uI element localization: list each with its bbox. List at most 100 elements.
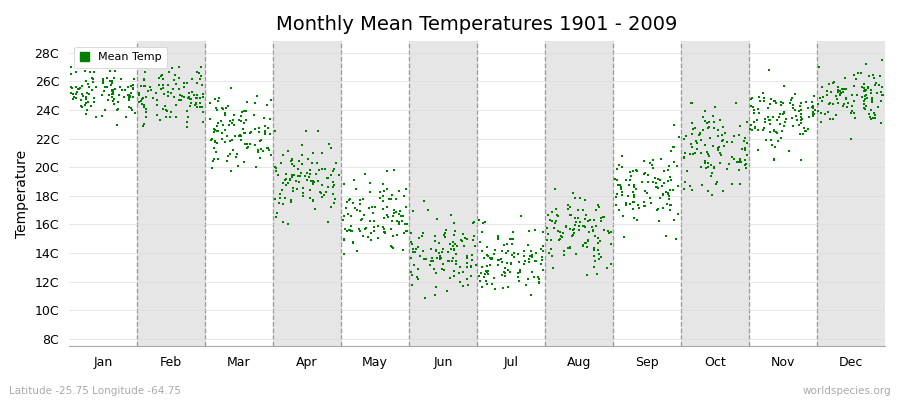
Point xyxy=(576,242,590,248)
Point xyxy=(353,197,367,204)
Point xyxy=(166,86,180,92)
Point xyxy=(281,148,295,154)
Point xyxy=(832,92,847,98)
Point xyxy=(464,256,479,263)
Point xyxy=(704,162,718,169)
Point xyxy=(180,118,194,125)
Point xyxy=(751,106,765,112)
Point xyxy=(95,80,110,86)
Point xyxy=(152,75,166,81)
Point xyxy=(91,64,105,70)
Point xyxy=(299,128,313,134)
Point xyxy=(207,145,221,151)
Point xyxy=(544,218,559,224)
Point xyxy=(172,92,186,98)
Text: Latitude -25.75 Longitude -64.75: Latitude -25.75 Longitude -64.75 xyxy=(9,386,181,396)
Point xyxy=(832,88,847,94)
Point xyxy=(432,254,446,260)
Point xyxy=(572,227,586,234)
Point xyxy=(554,232,568,239)
Point xyxy=(858,93,872,99)
Point xyxy=(208,139,222,146)
Point xyxy=(292,157,306,164)
Point xyxy=(159,107,174,113)
Point xyxy=(324,204,338,210)
Point xyxy=(541,212,555,218)
Point xyxy=(64,64,78,70)
Point xyxy=(294,160,309,167)
Point xyxy=(737,147,751,153)
Point xyxy=(688,150,702,156)
Point xyxy=(143,87,157,93)
Point xyxy=(89,84,104,90)
Point xyxy=(716,142,731,149)
Point xyxy=(300,170,314,176)
Point xyxy=(78,78,93,84)
Point xyxy=(273,191,287,197)
Point xyxy=(586,227,600,234)
Point xyxy=(112,84,127,90)
Point xyxy=(295,190,310,196)
Point xyxy=(326,179,340,186)
Point xyxy=(760,105,775,112)
Point xyxy=(563,211,578,218)
Point xyxy=(302,171,317,177)
Point xyxy=(190,92,204,99)
Point xyxy=(637,203,652,210)
Point xyxy=(441,258,455,264)
Point xyxy=(105,78,120,84)
Point xyxy=(158,102,173,109)
Point xyxy=(64,90,78,96)
Point xyxy=(449,261,464,268)
Point xyxy=(663,202,678,208)
Point xyxy=(701,152,716,159)
Point xyxy=(587,244,601,251)
Point xyxy=(195,108,210,115)
Point xyxy=(103,78,117,84)
Point xyxy=(472,217,486,224)
Point xyxy=(96,78,111,84)
Point xyxy=(715,132,729,139)
Point xyxy=(794,111,808,117)
Point xyxy=(795,116,809,123)
Point xyxy=(615,164,629,170)
Point xyxy=(517,261,531,267)
Point xyxy=(773,135,788,142)
Point xyxy=(286,188,301,194)
Point xyxy=(865,98,879,105)
Point xyxy=(74,102,88,109)
Point xyxy=(284,157,299,163)
Point xyxy=(232,132,247,139)
Point xyxy=(306,197,320,204)
Point xyxy=(768,127,782,134)
Point xyxy=(835,86,850,92)
Point xyxy=(500,284,515,290)
Point xyxy=(295,142,310,149)
Point xyxy=(545,265,560,271)
Point xyxy=(399,204,413,210)
Point xyxy=(234,137,248,144)
Point xyxy=(710,145,724,151)
Point xyxy=(257,123,272,129)
Point xyxy=(696,126,710,133)
Point xyxy=(763,136,778,143)
Point xyxy=(108,85,122,92)
Point xyxy=(512,278,526,284)
Point xyxy=(831,87,845,94)
Point xyxy=(596,213,610,220)
Point xyxy=(650,207,664,213)
Point xyxy=(211,120,225,126)
Point xyxy=(436,245,450,252)
Point xyxy=(312,166,327,173)
Point xyxy=(627,214,642,221)
Point xyxy=(239,144,254,151)
Point xyxy=(308,206,322,212)
Point xyxy=(215,130,230,136)
Bar xyxy=(817,41,885,346)
Point xyxy=(79,90,94,96)
Point xyxy=(545,253,560,260)
Point xyxy=(590,235,605,241)
Point xyxy=(580,238,595,244)
Point xyxy=(473,270,488,276)
Point xyxy=(380,212,394,218)
